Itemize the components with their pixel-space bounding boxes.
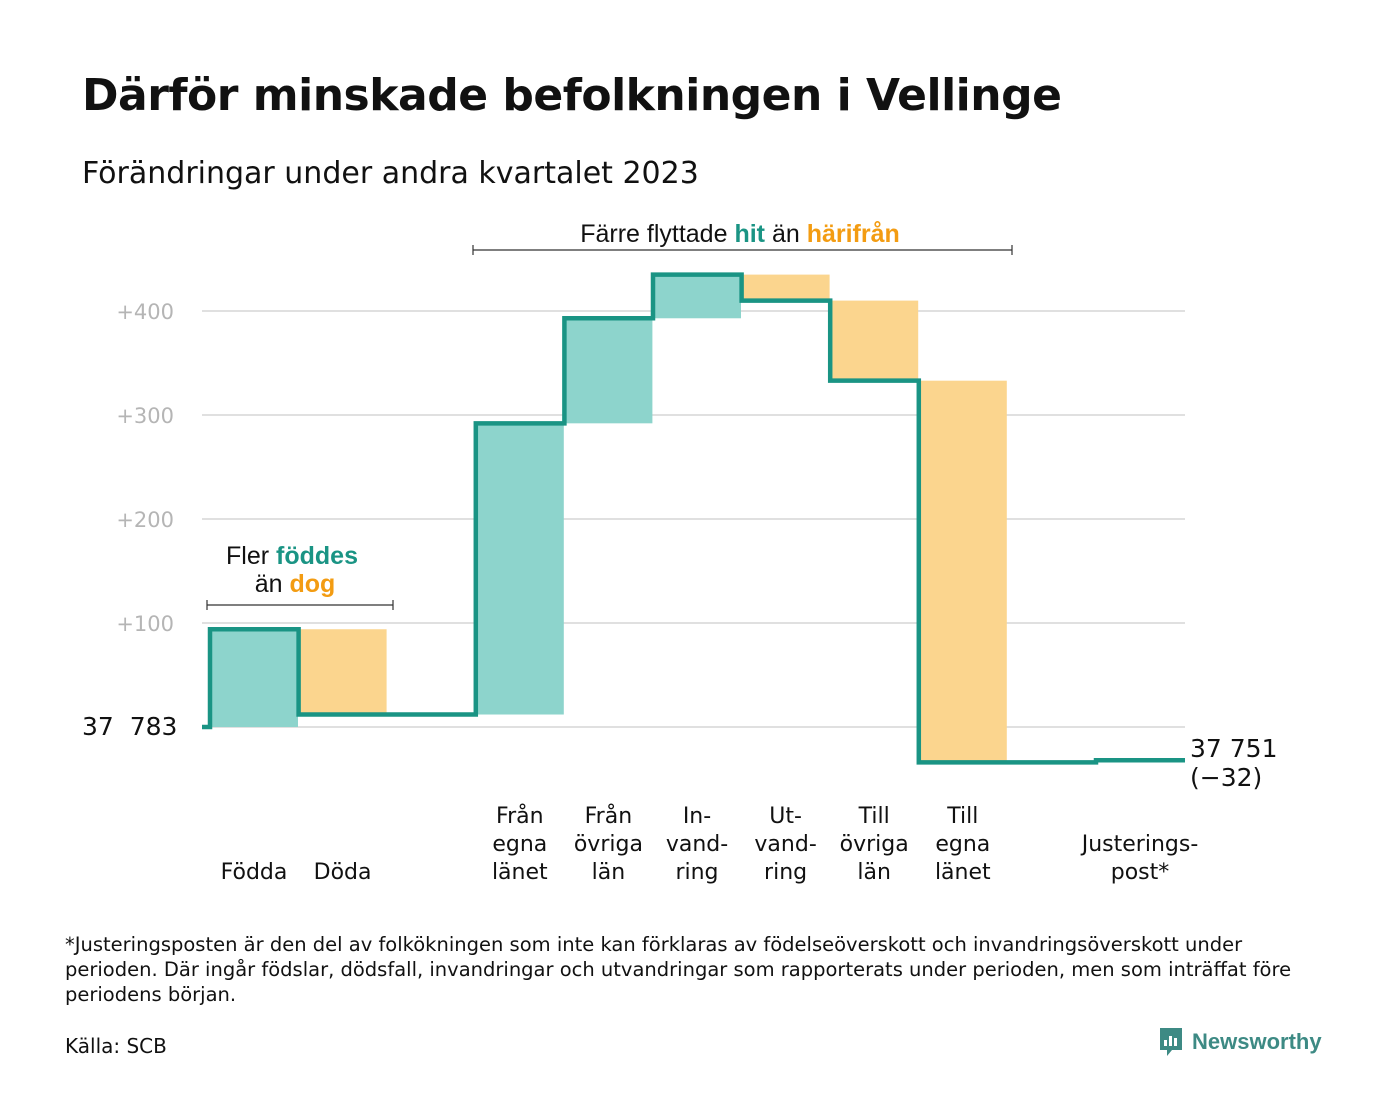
births-annotation-bracket <box>206 600 394 610</box>
moves-annotation-text-middle: än <box>772 220 800 248</box>
end-value-label: 37 751 <box>1190 734 1277 763</box>
source-label: Källa: SCB <box>65 1034 167 1058</box>
bar-increase <box>210 629 298 727</box>
bar-increase <box>564 318 653 424</box>
y-axis-ticks: +100 +200 +300 +400 <box>116 300 174 636</box>
category-label: vand- <box>666 832 728 857</box>
y-tick-label: +200 <box>116 508 174 532</box>
category-label: övriga <box>840 832 909 857</box>
category-label: egna <box>935 832 990 857</box>
category-label: Födda <box>221 860 288 885</box>
moves-annotation: Färre flyttade hit än härifrån <box>472 220 1013 255</box>
svg-text:Fler föddes: Fler föddes <box>226 542 358 570</box>
bar-decrease <box>298 629 387 715</box>
moves-annotation-highlight-out: härifrån <box>807 220 900 248</box>
category-label: egna <box>492 832 547 857</box>
category-labels: Födda Döda Från egna länet Från övriga län In-va… <box>221 803 1199 885</box>
bar-increase <box>653 274 741 319</box>
bar-increase <box>475 423 564 715</box>
brand-name: Newsworthy <box>1192 1029 1322 1054</box>
births-annotation-text-2: än <box>255 570 283 598</box>
svg-text:Färre flyttade hit: Färre flyttade hit än härifrån <box>580 220 900 248</box>
category-label: Justerings- <box>1080 832 1199 857</box>
chart-subtitle: Förändringar under andra kvartalet 2023 <box>82 156 699 191</box>
moves-annotation-text: Färre flyttade <box>580 220 727 248</box>
cumulative-step-line <box>202 272 1185 765</box>
y-tick-label: +100 <box>116 612 174 636</box>
category-label: Till <box>858 804 890 829</box>
category-label: post* <box>1111 860 1170 885</box>
bars <box>210 274 1184 763</box>
end-change-label: (−32) <box>1190 763 1262 792</box>
category-label: ring <box>675 860 718 885</box>
category-label: Till <box>946 804 978 829</box>
y-tick-label: +400 <box>116 300 174 324</box>
births-annotation: Fler föddes än dog <box>206 542 394 610</box>
start-value-label: 37 783 <box>82 712 177 741</box>
category-label: län <box>592 860 626 885</box>
waterfall-chart: +100+200+300+400 Födda DödaFrånegnalänetF… <box>82 220 1277 885</box>
category-label: Från <box>496 803 544 829</box>
category-label: Ut- <box>769 804 802 829</box>
gridlines <box>202 310 1185 728</box>
births-annotation-highlight: föddes <box>276 542 358 570</box>
category-label: Döda <box>314 860 372 885</box>
y-tick-label: +300 <box>116 404 174 428</box>
brand-logo: Newsworthy <box>1158 1026 1322 1058</box>
category-label: övriga <box>574 832 643 857</box>
category-label: Från <box>585 803 633 829</box>
moves-annotation-highlight-in: hit <box>734 220 765 248</box>
chart-title: Därför minskade befolkningen i Vellinge <box>82 70 1062 121</box>
bar-decrease <box>830 300 919 381</box>
svg-text:än dog: än dog <box>255 570 336 598</box>
newsworthy-logo-icon <box>1160 1028 1182 1056</box>
category-label: länet <box>492 860 548 885</box>
bar-decrease <box>741 274 830 301</box>
footnote: *Justeringsposten är den del av folkökni… <box>65 933 1292 1006</box>
deaths-annotation-highlight: dog <box>289 570 335 598</box>
category-label: ring <box>764 860 807 885</box>
category-label: vand- <box>754 832 816 857</box>
category-label: In- <box>683 804 711 829</box>
births-annotation-text: Fler <box>226 542 269 570</box>
moves-annotation-bracket <box>472 245 1013 255</box>
bar-decrease <box>918 380 1007 763</box>
category-label: länet <box>935 860 991 885</box>
category-label: län <box>857 860 891 885</box>
